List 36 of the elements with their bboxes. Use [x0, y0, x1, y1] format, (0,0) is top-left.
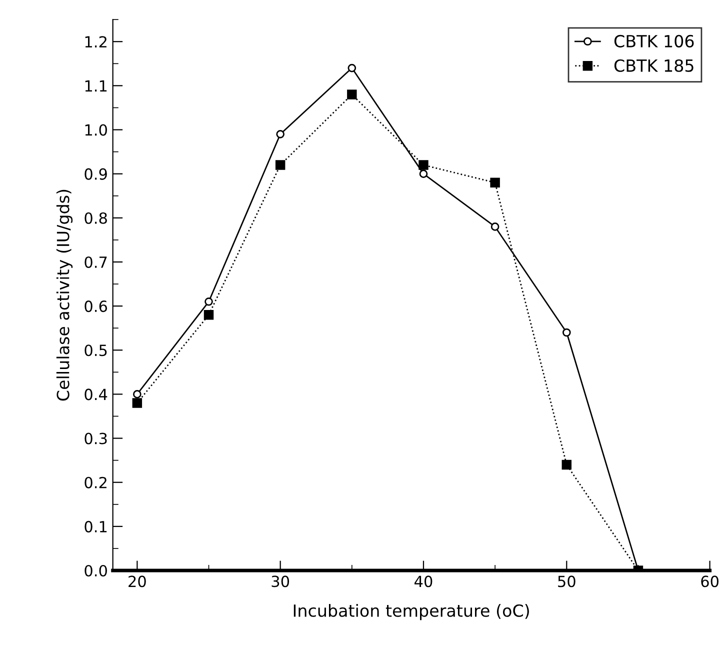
point: [347, 90, 357, 100]
y-tick-label: 1.0: [85, 124, 107, 136]
y-tick-label: 0.1: [84, 520, 107, 532]
point: [204, 297, 213, 306]
point: [490, 178, 500, 188]
point: [562, 328, 571, 337]
x-tick-label: 20: [128, 576, 146, 588]
y-tick-label: 0.7: [84, 256, 107, 268]
y-tick-label: 1.2: [85, 36, 106, 48]
point: [276, 130, 284, 138]
legend-label: CBTK 185: [614, 59, 694, 72]
x-tick-label: 60: [701, 576, 719, 588]
x-tick-label: 40: [414, 576, 432, 588]
y-tick-label: 0.0: [84, 564, 107, 577]
point: [418, 160, 428, 170]
point: [132, 398, 142, 408]
x-axis-title: Incubation temperature (oC): [294, 604, 529, 620]
point: [348, 64, 356, 72]
point: [133, 390, 142, 398]
point: [275, 160, 286, 170]
point: [419, 170, 428, 178]
point: [490, 222, 500, 231]
y-tick-label: 0.8: [84, 212, 107, 224]
y-tick-label: 0.2: [84, 476, 106, 488]
point: [562, 460, 572, 470]
y-axis-title: Cellulase activity (IU/gds): [56, 190, 73, 401]
x-tick-label: 50: [558, 576, 576, 588]
legend-label: CBTK 106: [614, 34, 694, 48]
y-tick-label: 0.4: [84, 388, 108, 400]
y-tick-label: 1.1: [85, 80, 107, 92]
point: [204, 310, 214, 320]
x-tick-label: 30: [272, 576, 290, 588]
y-tick-label: 0.3: [84, 432, 107, 444]
y-tick-label: 0.9: [84, 168, 107, 180]
y-tick-label: 0.5: [84, 344, 107, 356]
y-tick-label: 0.6: [84, 300, 108, 312]
